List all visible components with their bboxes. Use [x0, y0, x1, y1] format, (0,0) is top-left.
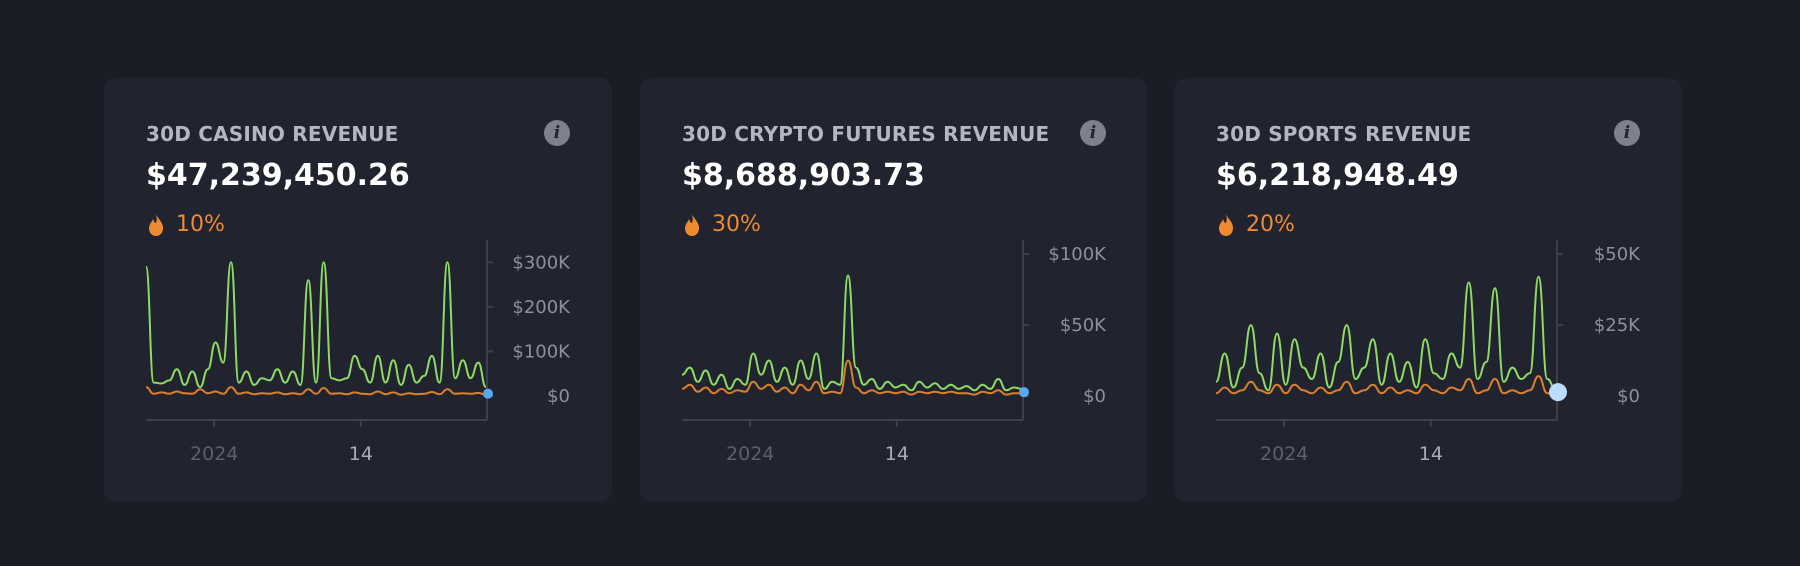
secondary-series-line	[145, 386, 487, 396]
card-change: 10%	[146, 212, 225, 237]
y-tick-label: $300K	[512, 252, 571, 273]
last-point-marker	[1019, 387, 1029, 398]
y-tick-label: $50K	[1060, 315, 1107, 336]
y-tick-label: $0	[1083, 386, 1106, 407]
flame-icon	[685, 213, 699, 236]
secondary-series-line	[681, 359, 1022, 396]
sports-revenue-card: 30D SPORTS REVENUE i $6,218,948.49 20% $…	[1174, 78, 1682, 502]
change-value: 30%	[712, 212, 761, 237]
secondary-series-line	[1215, 375, 1556, 395]
x-tick-label: 14	[885, 443, 909, 465]
y-tick-label: $100K	[512, 341, 571, 362]
casino-revenue-card: 30D CASINO REVENUE i $47,239,450.26 10% …	[104, 78, 612, 502]
primary-series-line	[681, 274, 1023, 392]
y-tick-label: $0	[1617, 386, 1640, 407]
info-icon[interactable]: i	[1080, 120, 1106, 146]
last-point-marker	[483, 388, 493, 399]
y-tick-label: $0	[547, 386, 570, 407]
x-tick-label: 2024	[190, 443, 238, 465]
y-tick-label: $25K	[1594, 315, 1641, 336]
card-value: $47,239,450.26	[146, 158, 410, 193]
crypto-futures-revenue-card: 30D CRYPTO FUTURES REVENUE i $8,688,903.…	[640, 78, 1147, 502]
card-title: 30D CRYPTO FUTURES REVENUE	[682, 122, 1050, 146]
primary-series-line	[1215, 275, 1557, 392]
change-value: 10%	[176, 212, 225, 237]
card-title: 30D CASINO REVENUE	[146, 122, 399, 146]
x-tick-label: 2024	[1260, 443, 1308, 465]
y-tick-label: $50K	[1594, 244, 1641, 265]
y-tick-label: $200K	[512, 297, 571, 318]
x-tick-label: 14	[1419, 443, 1443, 465]
info-icon[interactable]: i	[544, 120, 570, 146]
last-point-marker	[1549, 383, 1567, 402]
y-tick-label: $100K	[1048, 244, 1107, 265]
card-value: $8,688,903.73	[682, 158, 925, 193]
sports-revenue-chart: $50K $25K $0 2024 14	[1215, 240, 1641, 465]
card-value: $6,218,948.49	[1216, 158, 1459, 193]
change-value: 20%	[1246, 212, 1295, 237]
primary-series-line	[145, 261, 487, 389]
card-change: 20%	[1216, 212, 1295, 237]
flame-icon	[1219, 213, 1233, 236]
crypto-futures-revenue-chart: $100K $50K $0 2024 14	[681, 240, 1107, 465]
card-change: 30%	[682, 212, 761, 237]
casino-revenue-chart: $300K $200K $100K $0 2024 14	[145, 240, 571, 465]
x-tick-label: 14	[349, 443, 373, 465]
x-tick-label: 2024	[726, 443, 774, 465]
info-icon[interactable]: i	[1614, 120, 1640, 146]
card-title: 30D SPORTS REVENUE	[1216, 122, 1472, 146]
flame-icon	[149, 213, 163, 236]
